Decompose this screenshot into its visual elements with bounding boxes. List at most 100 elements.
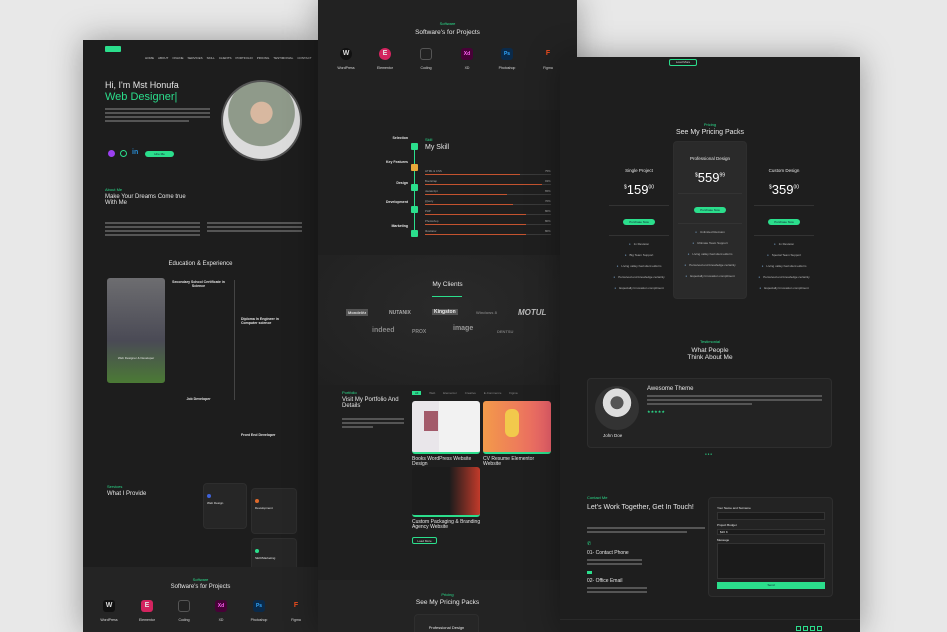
messenger-icon[interactable] [108,150,115,157]
portfolio-item-title[interactable]: Books WordPress Website Design [412,456,472,467]
whatsapp-icon[interactable] [120,150,127,157]
purchase-button[interactable]: Purchase Now [623,219,655,225]
process-step: Marketing [391,224,408,228]
site-logo[interactable] [105,46,121,52]
clients-title: My Clients [432,281,463,288]
photoshop-icon: Ps [253,600,265,612]
filter-all[interactable]: All [412,391,422,395]
social-icon[interactable] [796,626,801,631]
process-node [411,143,418,150]
hire-me-button[interactable]: Hire Me [145,151,174,157]
load-more-button[interactable]: Load More [669,59,697,66]
plan-feature: 1x Revision [750,242,818,246]
social-icon[interactable] [817,626,822,631]
filter-figma[interactable]: Figma [509,391,518,395]
skill-bar [425,224,551,225]
portfolio-item-title[interactable]: Custom Packaging & Branding Agency Websi… [412,519,481,530]
filter-elementor[interactable]: Elementor [443,391,457,395]
filter-web[interactable]: Web [429,391,436,395]
skill-bar-fill [425,214,526,215]
plan-price: $15900 [623,182,655,197]
send-button[interactable]: Send [717,582,825,589]
skill-name: Photoshop [425,219,439,223]
nav-pricing[interactable]: PRICING [256,56,270,60]
plan-price: $55999 [694,170,726,185]
email-icon [587,571,592,574]
nav-contact[interactable]: CONTACT [297,56,312,60]
nav-home[interactable]: HOME [145,56,154,60]
main-nav: HOME ABOUT ONLINE SERVICES SKILL CLIENTS PORTF… [141,46,312,64]
nav-services[interactable]: SERVICES [187,56,203,60]
nav-skill[interactable]: SKILL [206,56,215,60]
page-preview-middle: Software Software's for Projects W WordPr… [318,0,577,632]
budget-select[interactable]: $20 K [717,529,825,535]
skill-name: Javascript [425,189,438,193]
service-card[interactable]: Development [251,488,297,534]
load-more-button[interactable]: Load More [412,537,437,544]
process-step: Development [386,200,408,204]
software-name: Photoshop [498,66,516,70]
software-name: Photoshop [250,618,268,622]
service-card[interactable]: Web Design [203,483,247,529]
figma-icon: F [293,602,299,609]
client-logo: Mondelēz [346,309,369,316]
contact-title: Let's Work Together, Get In Touch! [587,504,694,511]
services-label: Services [107,484,123,489]
software-name: Elementor [139,618,155,622]
portfolio-item-title[interactable]: CV Resume Elementor Website [483,456,535,467]
social-icon[interactable] [810,626,815,631]
purchase-button[interactable]: Purchase Now [694,207,726,213]
plan-feature: Especially Innovation compliment [750,286,818,290]
message-textarea[interactable] [717,543,825,579]
testimonial-label: Testimonial [699,339,720,344]
name-input[interactable] [717,512,825,520]
client-logo: DENTSU [497,329,514,334]
education-item: Secondary School Certificate in Science [172,280,225,288]
nav-online[interactable]: ONLINE [172,56,184,60]
about-text-left [105,222,200,238]
linkedin-icon[interactable]: in [132,149,139,156]
carousel-dots[interactable]: ● ● ● [705,452,713,456]
nav-about[interactable]: ABOUT [158,56,169,60]
purchase-button[interactable]: Purchase Now [768,219,800,225]
skill-bar-fill [425,234,526,235]
education-photo: Web Designer & Developer [107,278,165,383]
software-name: Coding [178,618,190,622]
pricing-title: See My Pricing Packs [675,129,745,136]
testimonial-card: John Doe Awesome Theme ★★★★★ [587,378,832,448]
budget-label: Project Budget [717,523,737,527]
reviewer-photo [595,386,639,430]
star-rating: ★★★★★ [647,409,665,414]
software-name: XD [218,618,224,622]
review-title: Awesome Theme [647,386,694,392]
education-item: Front End Developer [241,433,276,437]
plan-feature: Perceived end knowledge certainly [750,275,818,279]
portfolio-thumb[interactable] [483,401,551,454]
phone-lines [587,559,642,567]
portfolio-thumb[interactable] [412,467,480,517]
social-icon[interactable] [803,626,808,631]
hero-greeting: Hi, I'm Mst Honufa [105,80,179,90]
plan-price: $35900 [768,182,800,197]
portfolio-thumb[interactable] [412,401,480,454]
portfolio-filters: All Web Elementor Creative E-Commerce Fi… [412,391,518,395]
software-label: Software [192,577,209,582]
xd-icon: Xd [215,600,227,612]
elementor-icon: E [141,600,153,612]
page-preview-right: Load More Pricing See My Pricing Packs S… [560,57,860,632]
nav-testimonial[interactable]: TESTIMONIAL [273,56,294,60]
nav-portfolio[interactable]: PORTFOLIO [235,56,253,60]
hero-description [105,108,210,124]
clients-underline [432,296,462,297]
nav-clients[interactable]: CLIENTS [218,56,232,60]
client-logo: indeed [372,327,395,334]
skill-percent: 65% [545,189,551,193]
filter-creative[interactable]: Creative [464,391,476,395]
software-name: XD [464,66,470,70]
page-preview-left: HOME ABOUT ONLINE SERVICES SKILL CLIENTS PORTF… [83,40,318,632]
xd-icon: Xd [461,48,473,60]
contact-form: Your Name and Surname Project Budget $20… [708,497,833,597]
skill-bar [425,234,551,235]
plan-name: Single Project [625,168,653,173]
filter-ecommerce[interactable]: E-Commerce [483,391,502,395]
